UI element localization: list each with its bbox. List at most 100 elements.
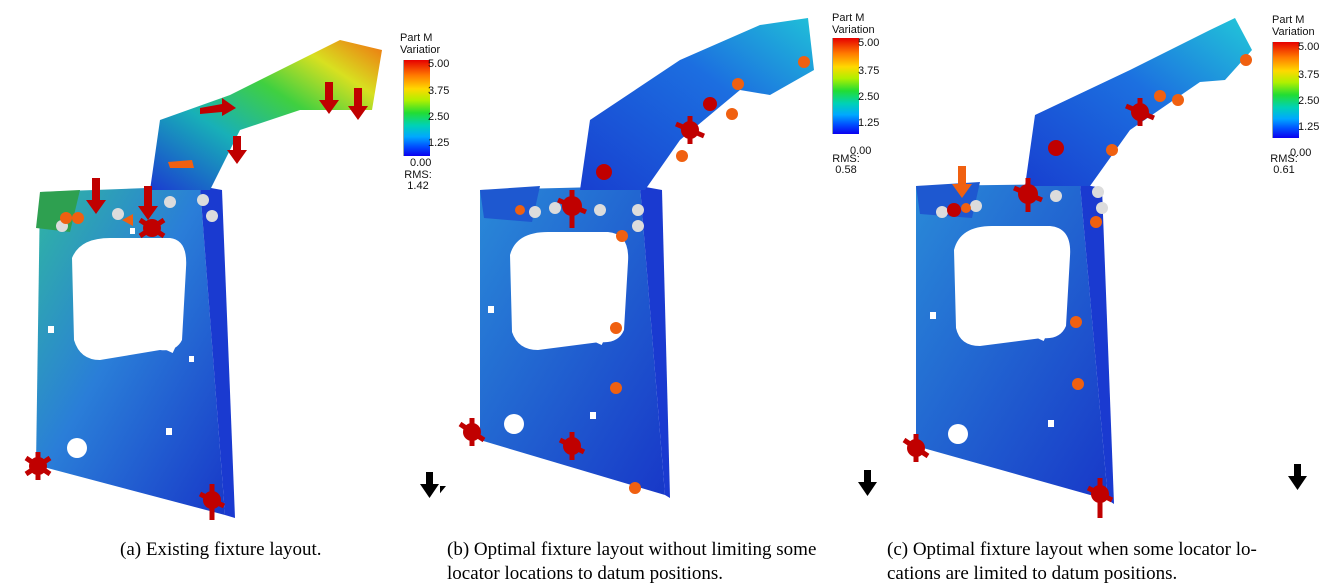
locator-arrow xyxy=(86,178,106,214)
rms-label: RMS: xyxy=(404,169,432,181)
gravity-arrow-icon xyxy=(858,470,877,496)
part-slot xyxy=(165,336,179,354)
clamp-marker xyxy=(616,230,628,242)
figure-panel-c: Part M Variation 5.00 3.75 2.50 1.25 0.0… xyxy=(880,0,1320,530)
support-sphere xyxy=(970,200,982,212)
locator-cross xyxy=(703,97,717,111)
legend-title: Part M Variation xyxy=(832,12,875,36)
rms-readout: RMS: 1.42 xyxy=(400,170,436,192)
color-scale-bar xyxy=(832,38,859,134)
scale-tick: 2.50 xyxy=(428,111,450,123)
scale-tick: 5.00 xyxy=(858,37,880,49)
caption-c: (c) Optimal fixture layout when some loc… xyxy=(887,539,1257,584)
support-sphere xyxy=(112,208,124,220)
locator-arrow xyxy=(319,82,339,114)
rms-readout: RMS: 0.61 xyxy=(1266,154,1302,176)
caption-a: (a) Existing fixture layout. xyxy=(120,539,322,560)
locator-cross xyxy=(558,432,586,460)
part-arm xyxy=(580,18,814,190)
legend-title: Part M Variation xyxy=(1272,14,1315,38)
locator-cross xyxy=(557,190,587,228)
scale-tick: 1.25 xyxy=(1298,121,1320,133)
clamp-marker xyxy=(1172,94,1184,106)
clamp-marker xyxy=(1154,90,1166,102)
scale-tick: 1.25 xyxy=(428,137,450,149)
clamp-marker xyxy=(952,166,972,198)
locator-cross xyxy=(198,484,226,520)
part-render-c xyxy=(902,18,1252,518)
part-slot xyxy=(488,306,494,313)
part-slot xyxy=(48,326,54,333)
part-hole xyxy=(504,414,524,434)
support-sphere xyxy=(197,194,209,206)
part-slot xyxy=(1048,420,1054,427)
clamp-marker xyxy=(168,160,194,168)
clamp-marker xyxy=(1090,216,1102,228)
clamp-marker xyxy=(1072,378,1084,390)
locator-cross xyxy=(902,434,930,462)
rms-label: RMS: xyxy=(832,153,860,165)
locator-cross xyxy=(458,418,486,446)
clamp-marker xyxy=(1070,316,1082,328)
gravity-arrow xyxy=(440,476,446,494)
locator-cross xyxy=(1125,98,1155,126)
clamp-marker xyxy=(515,205,525,215)
part-hole xyxy=(67,438,87,458)
part-slot xyxy=(930,312,936,319)
locator-arrow xyxy=(227,136,247,164)
part-cutout xyxy=(954,226,1071,346)
support-sphere xyxy=(549,202,561,214)
legend-title: Part M Variatior xyxy=(400,32,441,56)
rms-value: 0.58 xyxy=(835,164,857,176)
part-flange xyxy=(200,186,235,518)
support-sphere xyxy=(936,206,948,218)
support-sphere xyxy=(1096,202,1108,214)
locator-cross xyxy=(675,116,705,144)
locator-cross xyxy=(596,164,612,180)
support-sphere xyxy=(529,206,541,218)
scale-tick: 0.00 xyxy=(850,145,872,157)
color-scale-bar xyxy=(1272,42,1299,138)
part-flange xyxy=(640,186,670,498)
scale-tick: 2.50 xyxy=(1298,95,1320,107)
support-sphere xyxy=(632,220,644,232)
scale-tick: 2.50 xyxy=(858,91,880,103)
scale-tick: 5.00 xyxy=(428,58,450,70)
locator-arrow xyxy=(348,88,368,120)
scale-tick: 5.00 xyxy=(1298,41,1320,53)
support-sphere xyxy=(594,204,606,216)
part-slot xyxy=(130,228,135,234)
clamp-marker xyxy=(610,322,622,334)
part-slot xyxy=(166,428,172,435)
locator-cross xyxy=(947,203,961,217)
clamp-marker xyxy=(1106,144,1118,156)
locator-cross xyxy=(1048,140,1064,156)
locator-cross xyxy=(1013,178,1043,212)
support-sphere xyxy=(206,210,218,222)
color-scale-bar xyxy=(403,60,430,156)
clamp-marker xyxy=(961,203,971,213)
caption-b: (b) Optimal fixture layout without limit… xyxy=(447,539,817,584)
scale-tick: 3.75 xyxy=(858,65,880,77)
part-render-b xyxy=(440,18,814,498)
part-slot xyxy=(590,412,596,419)
gravity-arrow-icon xyxy=(1288,464,1307,490)
scale-tick: 3.75 xyxy=(428,85,450,97)
clamp-marker xyxy=(732,78,744,90)
clamp-marker xyxy=(60,212,72,224)
figure-panel-b: Part M Variation 5.00 3.75 2.50 1.25 0.0… xyxy=(440,0,880,530)
scale-tick: 1.25 xyxy=(858,117,880,129)
clamp-marker xyxy=(629,482,641,494)
part-flange xyxy=(1080,184,1114,504)
clamp-marker xyxy=(726,108,738,120)
part-tab-left xyxy=(480,186,540,222)
locator-cross xyxy=(24,452,52,480)
clamp-marker xyxy=(1240,54,1252,66)
support-sphere xyxy=(1050,190,1062,202)
part-hole xyxy=(948,424,968,444)
clamp-marker xyxy=(610,382,622,394)
scale-tick: 3.75 xyxy=(1298,69,1320,81)
rms-readout: RMS: 0.58 xyxy=(828,154,864,176)
part-slot xyxy=(189,356,194,362)
locator-arrow xyxy=(200,98,236,116)
